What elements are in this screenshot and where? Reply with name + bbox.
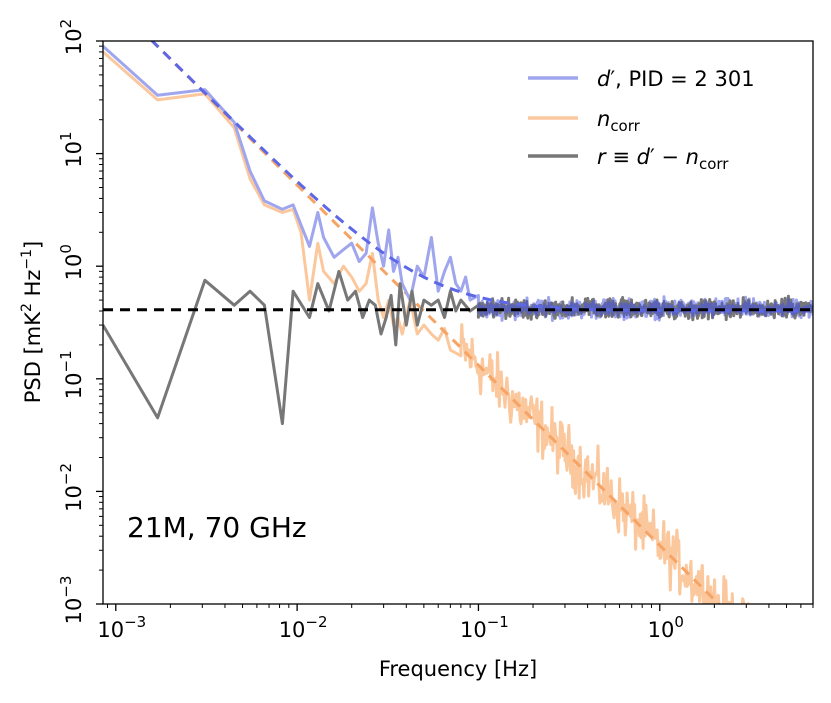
y-tick-label: 10−2 [57,463,86,512]
legend-label-d: d′, PID = 2 301 [597,67,755,91]
axis-ticks: 10−3 10−2 10−1 100 10−3 10−2 10−1 100 101 102 [57,19,814,642]
legend-label-r: r ≡ d′ − ncorr [597,145,729,173]
x-tick-label: 10−1 [460,613,509,642]
y-tick-label: 100 [57,244,86,280]
legend-label-n: ncorr [597,107,641,135]
series-n-corr-line [103,50,750,604]
x-tick-label: 10−2 [279,613,328,642]
fit-n-corr-line [149,41,721,604]
y-tick-label: 10−1 [57,350,86,399]
y-tick-label: 101 [57,131,86,167]
x-tick-label: 100 [648,613,684,642]
plot-frame [102,40,814,605]
y-tick-label: 102 [57,19,86,55]
plot-area [103,41,813,604]
y-tick-label: 10−3 [57,576,86,625]
x-tick-label: 10−3 [97,613,146,642]
chart-annotation: 21M, 70 GHz [127,511,307,544]
series-residual-line [103,269,813,426]
y-axis-label: PSD [mK2 Hz−1] [19,241,45,404]
legend: d′, PID = 2 301 ncorr r ≡ d′ − ncorr [528,67,755,173]
fit-d-prime-line [150,41,811,313]
x-axis-label: Frequency [Hz] [379,657,537,681]
